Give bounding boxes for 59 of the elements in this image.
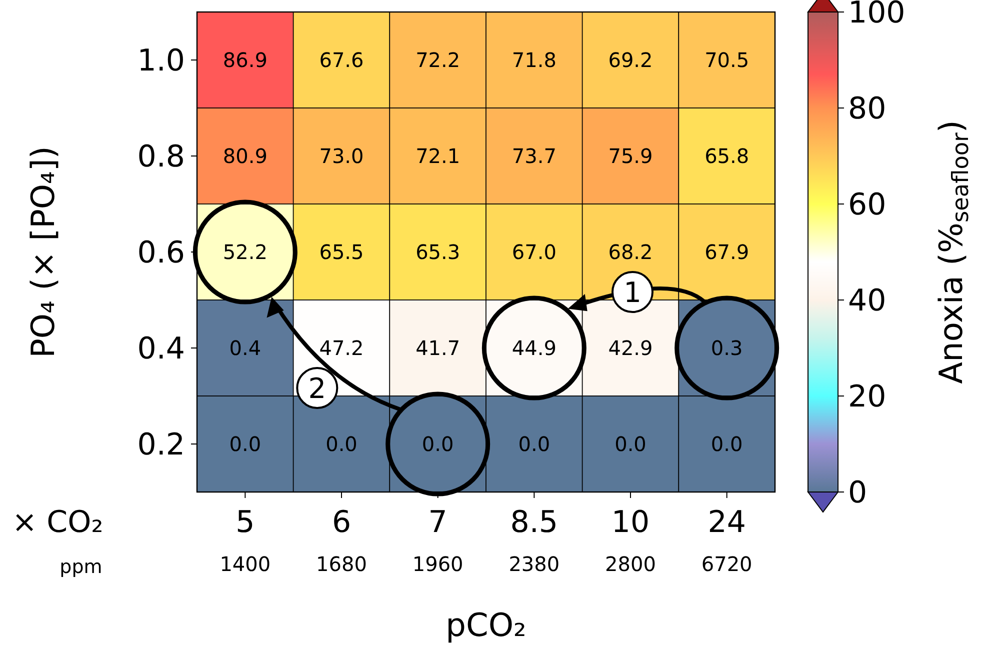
data-label: 73.7: [512, 144, 556, 168]
data-label: 80.9: [222, 144, 268, 168]
data-label: 65.8: [704, 144, 750, 168]
annotation: 2: [308, 372, 326, 405]
data-label: 65.5: [319, 240, 364, 264]
data-label: 42.9: [608, 336, 653, 360]
x-tick-label: 5: [236, 505, 255, 540]
x-tick-label: 7: [428, 505, 448, 540]
y-tick-label: 0.2: [137, 428, 185, 462]
text: 6720: [701, 552, 752, 576]
text: 1680: [316, 552, 367, 576]
y-tick-label: 1.0: [137, 44, 185, 78]
color-bar-label: 80: [848, 92, 886, 126]
data-label: 0.4: [229, 336, 262, 360]
x-tick-label: 10: [611, 505, 650, 540]
data-label: 0.0: [518, 432, 550, 456]
x-tick-label: 24: [708, 505, 746, 540]
data-label: 0.3: [710, 336, 743, 360]
color-bar-label: 100: [848, 0, 906, 30]
data-label: 41.7: [416, 336, 460, 360]
data-label: 86.9: [222, 48, 268, 72]
x-tick-label: 8.5: [510, 505, 558, 540]
text: 2800: [605, 552, 656, 576]
color-bar-label: 20: [848, 380, 886, 414]
x-axis-title: pCO₂: [446, 606, 526, 644]
text: ppm: [60, 556, 102, 578]
color-bar-label: 40: [848, 284, 886, 318]
color-bar-label: 0: [848, 476, 868, 510]
data-label: 67.6: [319, 48, 364, 72]
y-tick-label: 0.8: [137, 140, 185, 174]
data-label: 0.0: [229, 432, 262, 456]
data-label: 69.2: [608, 48, 653, 72]
data-label: 0.0: [614, 432, 646, 456]
data-label: 52.2: [222, 240, 268, 264]
data-label: 44.9: [512, 336, 556, 360]
data-label: 72.1: [416, 144, 460, 168]
annotation: 1: [624, 276, 642, 309]
y-tick-label: 0.4: [137, 332, 185, 366]
data-label: 67.9: [704, 240, 750, 264]
text: 2380: [508, 552, 560, 576]
data-label: 65.3: [416, 240, 460, 264]
data-label: 0.0: [710, 432, 743, 456]
data-label: 68.2: [608, 240, 653, 264]
data-label: 70.5: [704, 48, 750, 72]
x-tick-label: 6: [332, 505, 352, 540]
text: 1400: [220, 552, 271, 576]
y-tick-label: 0.6: [137, 236, 185, 270]
text: × CO₂: [12, 505, 104, 540]
data-label: 0.0: [326, 432, 358, 456]
y-axis-title: PO₄ (× [PO₄]): [24, 146, 62, 358]
data-label: 0.0: [422, 432, 454, 456]
data-label: 72.2: [416, 48, 460, 72]
data-label: 47.2: [319, 336, 364, 360]
data-label: 73.0: [319, 144, 364, 168]
text: 1960: [412, 552, 464, 576]
data-label: 75.9: [608, 144, 653, 168]
data-label: 67.0: [512, 240, 556, 264]
color-bar-label: 60: [848, 188, 886, 222]
data-label: 71.8: [512, 48, 556, 72]
